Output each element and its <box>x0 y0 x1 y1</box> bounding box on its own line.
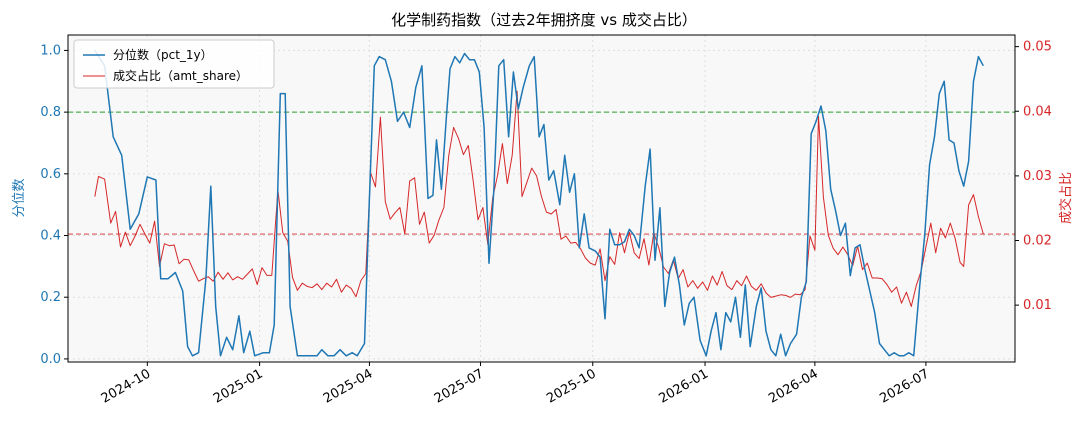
left-tick-label: 0.0 <box>40 352 61 367</box>
legend-label-amt: 成交占比（amt_share） <box>113 68 248 83</box>
left-tick-label: 1.0 <box>40 43 61 58</box>
threshold-lines <box>68 111 1015 235</box>
left-tick-label: 0.2 <box>40 290 61 305</box>
x-tick-label: 2025-04 <box>321 366 376 406</box>
x-tick-label: 2025-07 <box>432 366 487 406</box>
right-tick-label: 0.04 <box>1023 104 1052 119</box>
right-tick-label: 0.01 <box>1023 298 1052 313</box>
chart-title: 化学制药指数（过去2年拥挤度 vs 成交占比） <box>391 11 697 29</box>
x-tick-label: 2026-01 <box>656 366 711 406</box>
series-line-amt-share <box>94 90 984 307</box>
plot-area <box>68 35 1015 362</box>
x-tick-label: 2025-10 <box>544 366 599 406</box>
x-axis: 2024-10 2025-01 2025-04 2025-07 2025-10 2026-… <box>99 362 932 407</box>
series-layer <box>94 49 984 357</box>
right-axis: 0.01 0.02 0.03 0.04 0.05 <box>1015 40 1052 313</box>
series-line-pct-1y <box>94 49 984 357</box>
legend-label-pct: 分位数（pct_1y） <box>113 47 213 62</box>
right-axis-label: 成交占比 <box>1058 172 1074 224</box>
legend-box <box>73 39 275 89</box>
x-tick-label: 2026-07 <box>877 366 932 406</box>
plot-frame <box>67 34 1016 363</box>
left-tick-label: 0.4 <box>40 229 61 244</box>
right-tick-label: 0.05 <box>1023 40 1052 55</box>
x-tick-label: 2024-10 <box>99 366 154 406</box>
left-tick-label: 0.6 <box>40 167 61 182</box>
left-axis-label: 分位数 <box>12 178 27 217</box>
right-tick-label: 0.02 <box>1023 234 1052 249</box>
x-tick-label: 2026-04 <box>766 366 821 406</box>
left-axis: 0.0 0.2 0.4 0.6 0.8 1.0 <box>40 43 68 367</box>
x-tick-label: 2025-01 <box>211 366 266 406</box>
legend: 分位数（pct_1y） 成交占比（amt_share） <box>73 39 275 89</box>
left-tick-label: 0.8 <box>40 105 61 120</box>
right-tick-label: 0.03 <box>1023 169 1052 184</box>
